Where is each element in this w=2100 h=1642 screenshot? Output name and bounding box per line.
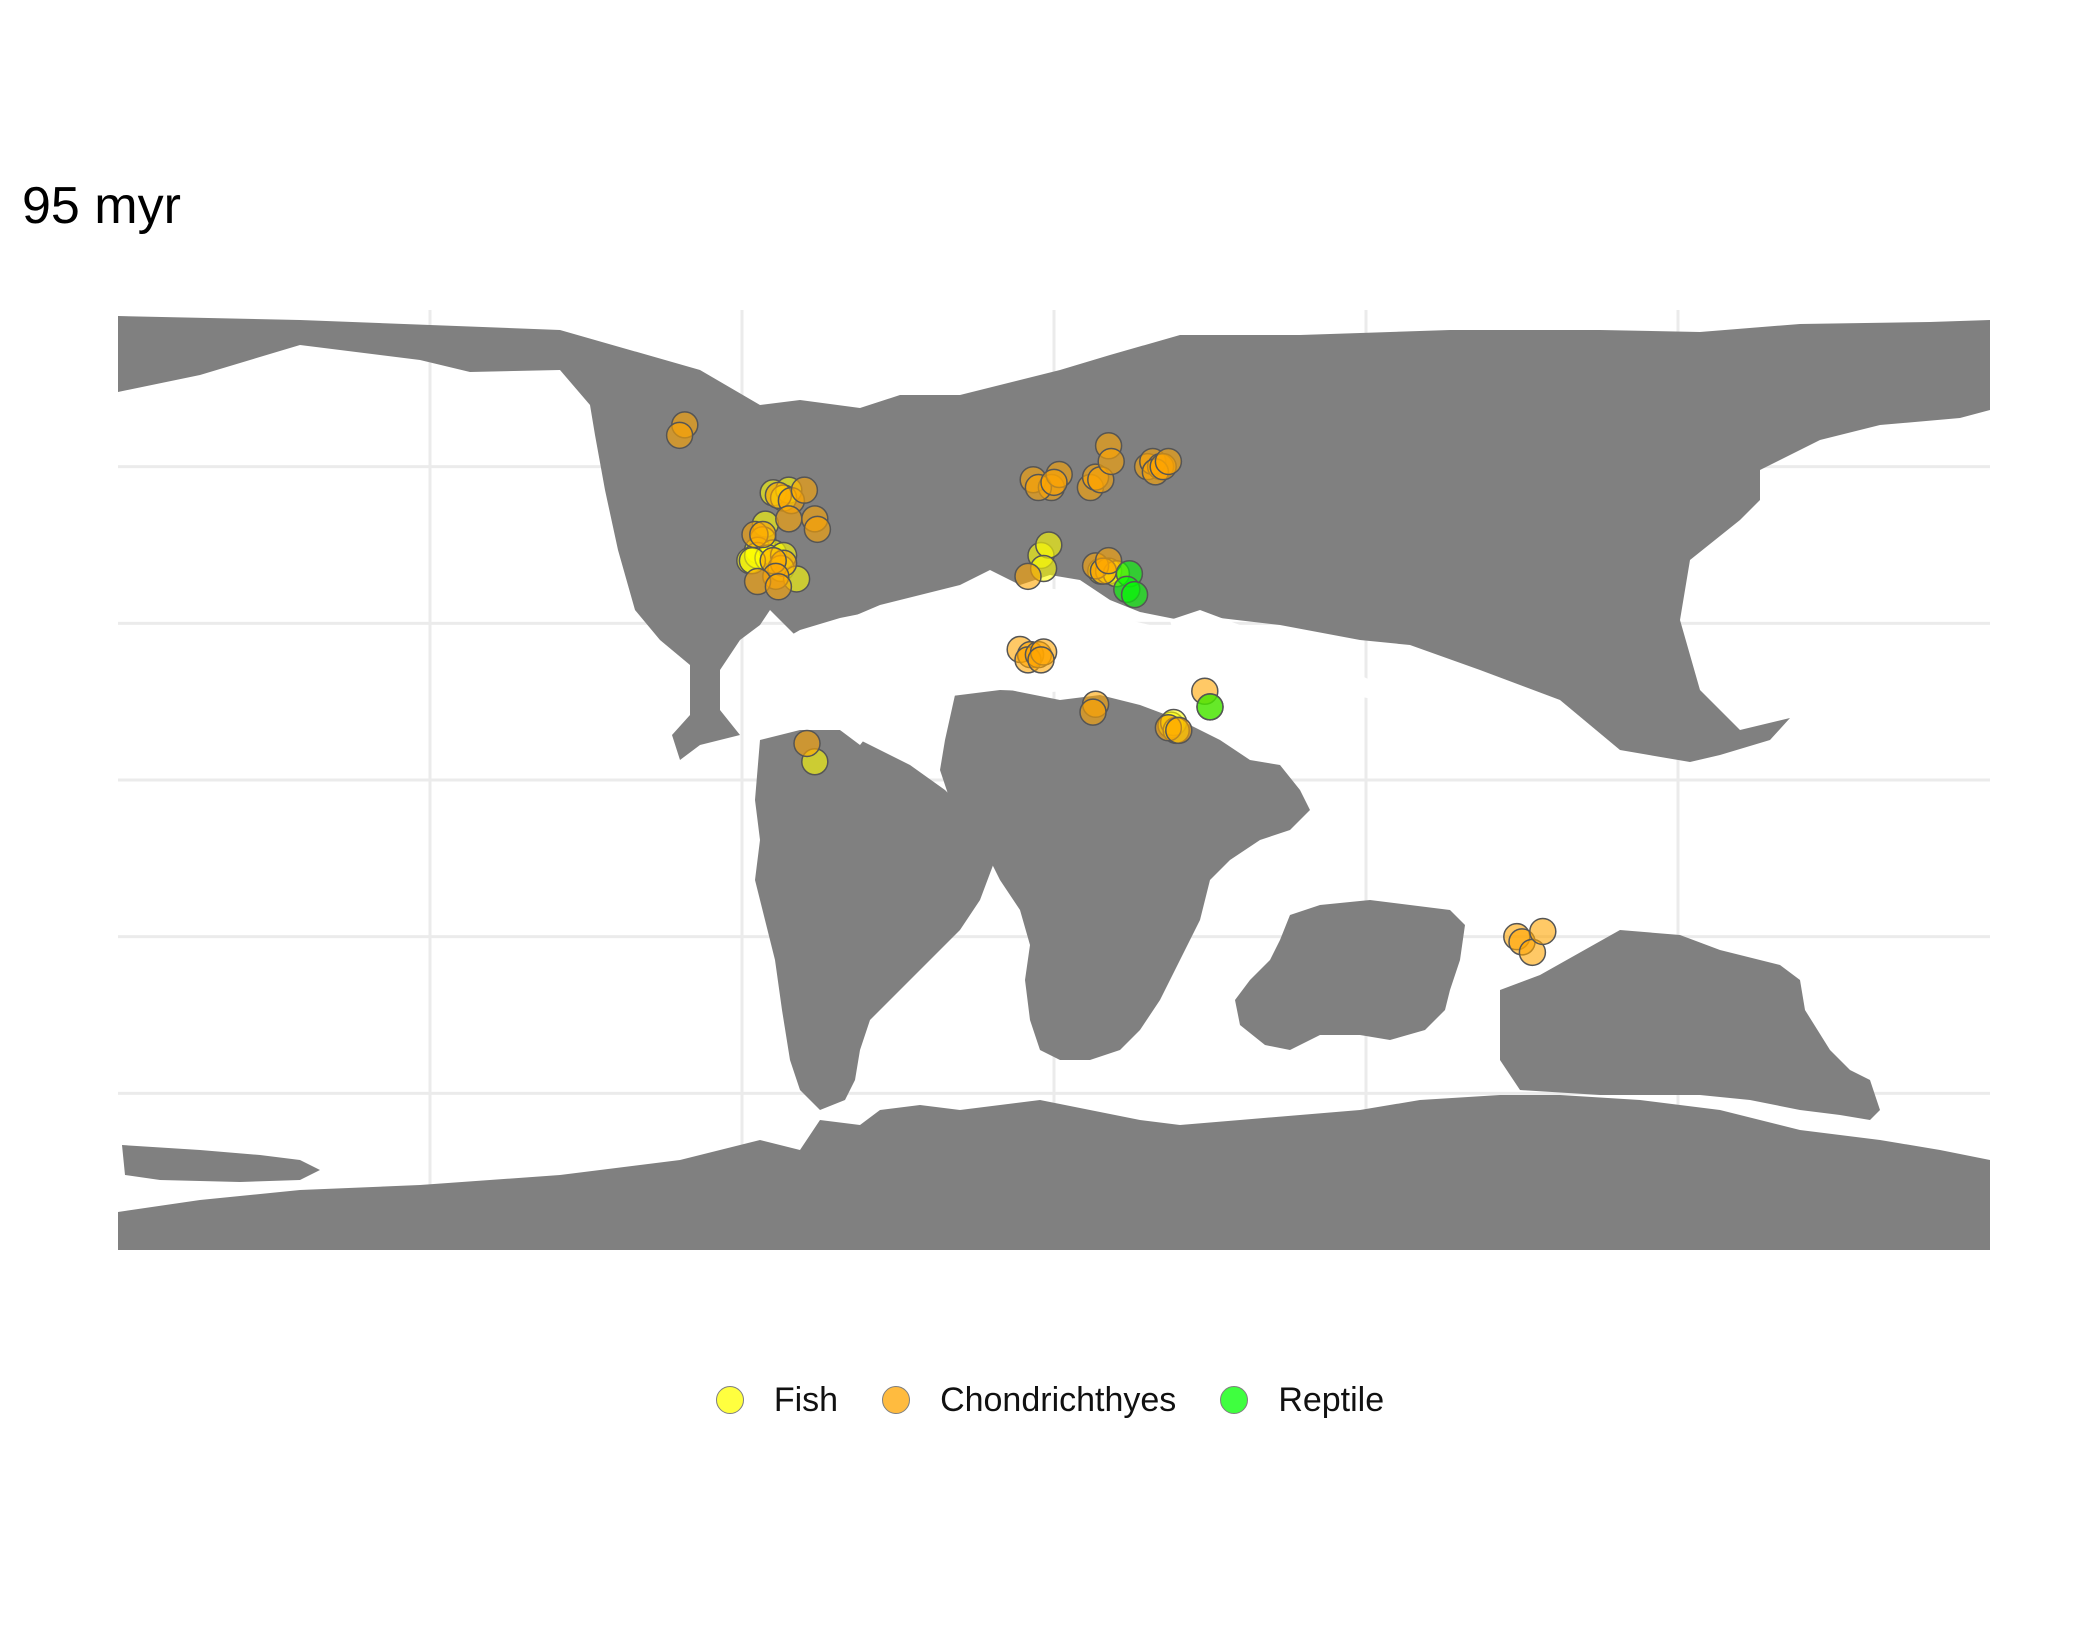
occurrence-point-chondrichthyes xyxy=(1097,447,1125,476)
occurrence-point-chondrichthyes xyxy=(775,505,803,533)
land-india-madagascar xyxy=(1235,900,1465,1050)
land-australia xyxy=(1500,930,1880,1120)
legend-item-fish: Fish xyxy=(715,1380,839,1420)
legend-label-reptile: Reptile xyxy=(1278,1380,1385,1419)
occurrence-point-chondrichthyes xyxy=(1027,646,1055,674)
legend-key-chondrichthyes xyxy=(882,1386,911,1414)
legend: Fish Chondrichthyes Reptile xyxy=(0,1374,2100,1426)
occurrence-point-chondrichthyes xyxy=(1079,698,1107,726)
occurrence-point-reptile xyxy=(1120,580,1149,609)
occurrence-point-chondrichthyes xyxy=(1529,917,1557,946)
occurrence-point-chondrichthyes xyxy=(749,520,777,549)
occurrence-point-fish xyxy=(1035,531,1063,559)
land-antarctica xyxy=(118,1095,1990,1250)
occurrence-points xyxy=(665,411,1557,967)
legend-item-reptile: Reptile xyxy=(1220,1381,1384,1420)
occurrence-point-reptile xyxy=(1196,693,1224,721)
legend-key-reptile xyxy=(1220,1386,1249,1414)
occurrence-point-chondrichthyes xyxy=(1094,546,1123,575)
occurrence-point-chondrichthyes xyxy=(803,515,832,544)
occurrence-point-chondrichthyes xyxy=(793,729,821,758)
occurrence-point-chondrichthyes xyxy=(665,421,694,450)
legend-item-chondrichthyes: Chondrichthyes xyxy=(882,1381,1176,1420)
sea-tethys xyxy=(1170,610,1400,700)
legend-key-fish xyxy=(715,1386,744,1414)
land-antarctic-island xyxy=(122,1145,320,1182)
occurrence-point-chondrichthyes xyxy=(764,573,793,601)
occurrence-point-chondrichthyes xyxy=(1165,716,1193,745)
land-masses xyxy=(118,316,1990,1250)
occurrence-point-chondrichthyes xyxy=(1040,468,1068,497)
land-south-america xyxy=(755,730,1000,1110)
occurrence-point-chondrichthyes xyxy=(1014,562,1042,591)
legend-label-fish: Fish xyxy=(773,1380,839,1419)
map-title: 95 myr xyxy=(22,177,181,235)
occurrence-point-chondrichthyes xyxy=(790,476,819,504)
occurrence-point-chondrichthyes xyxy=(1154,447,1183,476)
legend-label-chondrichthyes: Chondrichthyes xyxy=(940,1380,1177,1419)
land-africa xyxy=(940,685,1310,1060)
